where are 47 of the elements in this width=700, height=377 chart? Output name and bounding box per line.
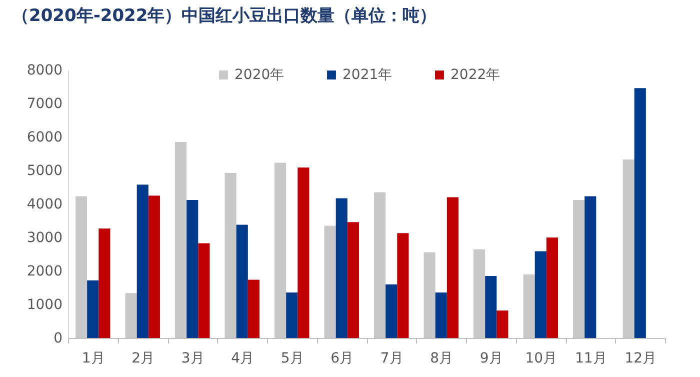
- legend-label: 2022年: [450, 67, 500, 83]
- bar: [87, 280, 99, 338]
- y-tick-label: 7000: [26, 96, 62, 112]
- bar: [148, 196, 160, 338]
- x-tick-label: 5月: [280, 350, 304, 366]
- y-tick-label: 0: [54, 330, 62, 346]
- bar: [336, 198, 348, 338]
- bar: [248, 280, 260, 338]
- x-tick-label: 6月: [330, 350, 354, 366]
- bar: [186, 200, 198, 338]
- bar: [397, 233, 409, 338]
- bar: [485, 276, 497, 338]
- x-tick-label: 4月: [231, 350, 254, 366]
- x-tick-label: 3月: [181, 350, 204, 366]
- chart-title: （2020年-2022年）中国红小豆出口数量（单位：吨）: [12, 6, 437, 26]
- legend-label: 2020年: [234, 67, 284, 83]
- bar: [236, 224, 248, 338]
- bar: [534, 251, 546, 338]
- y-tick-label: 1000: [26, 297, 62, 313]
- y-tick-label: 4000: [26, 196, 62, 212]
- legend-label: 2021年: [342, 67, 392, 83]
- bar: [98, 228, 110, 338]
- y-tick-label: 2000: [26, 264, 62, 280]
- y-tick-label: 6000: [26, 130, 62, 146]
- bar: [546, 238, 558, 338]
- bar: [347, 222, 359, 338]
- y-tick-label: 3000: [26, 230, 62, 246]
- x-tick-label: 1月: [82, 350, 105, 366]
- bar: [298, 167, 310, 338]
- bar: [386, 284, 398, 338]
- bar: [634, 88, 646, 338]
- bar: [496, 310, 508, 338]
- x-tick-label: 7月: [380, 350, 404, 366]
- x-tick-label: 11月: [574, 350, 607, 366]
- y-tick-label: 5000: [26, 163, 62, 179]
- bar: [435, 292, 447, 338]
- x-tick-label: 8月: [430, 350, 454, 366]
- x-tick-label: 10月: [525, 350, 558, 366]
- x-tick-label: 9月: [480, 350, 503, 366]
- x-tick-label: 12月: [624, 350, 657, 366]
- bar: [446, 197, 458, 338]
- bar: [584, 196, 596, 338]
- y-tick-label: 8000: [26, 62, 62, 78]
- x-tick-label: 2月: [132, 350, 155, 366]
- bar: [136, 184, 148, 338]
- bar: [198, 243, 210, 338]
- bar: [286, 292, 298, 338]
